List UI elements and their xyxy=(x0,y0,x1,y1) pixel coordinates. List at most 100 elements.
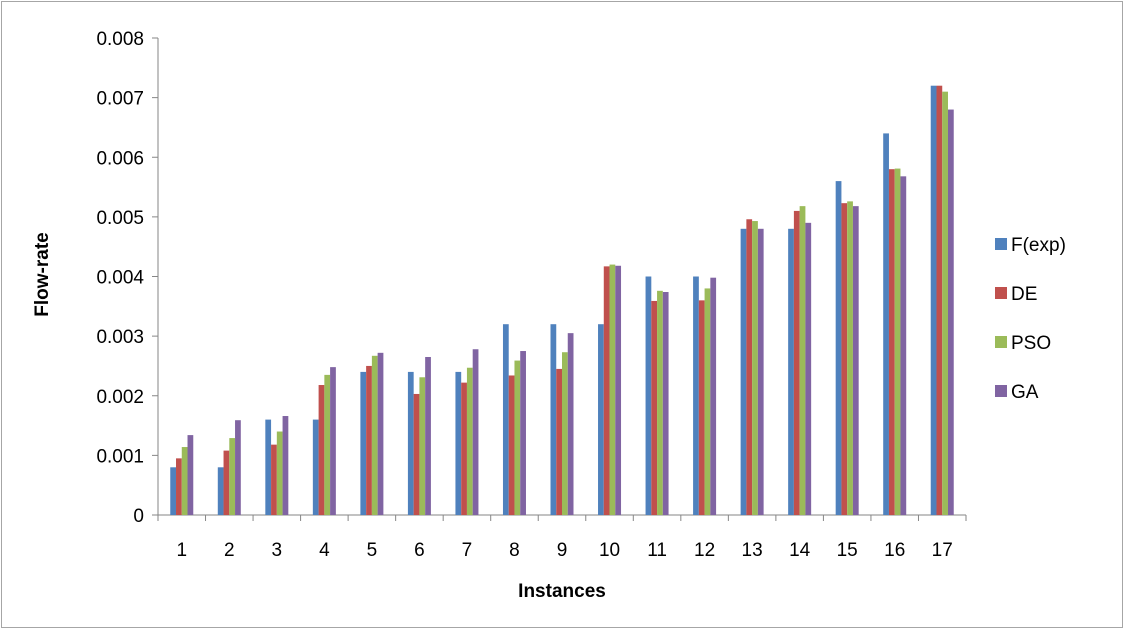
y-tick-label: 0.004 xyxy=(96,268,144,289)
bar-f-exp-16 xyxy=(883,133,889,515)
bar-ga-12 xyxy=(710,277,717,515)
bar-ga-10 xyxy=(615,265,622,515)
legend-label: GA xyxy=(1011,382,1039,403)
x-tick-label: 9 xyxy=(557,540,568,561)
bar-de-15 xyxy=(841,203,848,515)
y-tick-label: 0.002 xyxy=(96,387,144,408)
y-tick-label: 0.008 xyxy=(96,29,144,50)
x-axis: 1 2 3 4 5 6 7 8 9 10 11 12 13 14 15 16 17 xyxy=(157,514,967,561)
bar-f-exp-9 xyxy=(550,324,557,515)
bar-f-exp-1 xyxy=(170,467,177,515)
bar-pso-7 xyxy=(466,367,473,515)
bar-pso-17 xyxy=(942,91,948,515)
y-tick-label: 0.001 xyxy=(96,446,144,467)
bar-f-exp-15 xyxy=(835,181,842,515)
bar-ga-16 xyxy=(900,176,907,515)
bar-de-17 xyxy=(936,85,943,515)
bar-de-16 xyxy=(888,169,895,516)
y-tick-label: 0 xyxy=(133,506,144,527)
y-tick-label: 0.007 xyxy=(96,89,144,110)
bar-pso-11 xyxy=(657,290,663,515)
bar-de-5 xyxy=(366,365,372,515)
x-tick-label: 1 xyxy=(176,540,187,561)
bar-de-3 xyxy=(271,444,277,515)
bar-ga-1 xyxy=(187,435,194,515)
x-tick-label: 6 xyxy=(414,540,425,561)
x-tick-label: 14 xyxy=(789,540,811,561)
x-tick-label: 12 xyxy=(694,540,715,561)
y-tick-label: 0.003 xyxy=(96,327,144,348)
bar-pso-10 xyxy=(609,264,616,515)
bar-de-14 xyxy=(793,210,800,515)
bar-f-exp-10 xyxy=(598,324,604,515)
legend-label: PSO xyxy=(1011,333,1051,354)
legend-label: F(exp) xyxy=(1011,235,1066,256)
bar-de-12 xyxy=(698,300,705,515)
bar-pso-15 xyxy=(847,201,853,515)
bar-f-exp-8 xyxy=(502,324,509,515)
bar-pso-2 xyxy=(229,438,236,515)
bar-ga-6 xyxy=(425,356,431,515)
bar-ga-8 xyxy=(520,351,526,515)
bar-f-exp-7 xyxy=(455,371,462,515)
bar-f-exp-12 xyxy=(693,276,699,515)
bar-pso-12 xyxy=(704,288,711,515)
legend: F(exp) DE PSO GA xyxy=(995,235,1066,403)
bar-ga-7 xyxy=(472,349,479,515)
x-tick-label: 17 xyxy=(932,540,953,561)
bar-ga-3 xyxy=(282,416,289,515)
y-axis: 0 0.001 0.002 0.003 0.004 0.005 0.006 0.007 0.00… xyxy=(96,29,159,527)
bar-de-6 xyxy=(413,393,420,515)
x-tick-label: 8 xyxy=(509,540,520,561)
legend-swatch xyxy=(995,287,1007,299)
legend-swatch xyxy=(995,385,1007,397)
bar-pso-4 xyxy=(324,374,331,515)
bar-pso-1 xyxy=(181,447,188,515)
bar-ga-5 xyxy=(377,352,384,515)
bar-f-exp-13 xyxy=(740,228,747,516)
bar-ga-17 xyxy=(947,109,954,516)
bar-de-10 xyxy=(603,266,610,515)
x-tick-label: 2 xyxy=(224,540,235,561)
y-axis-title: Flow-rate xyxy=(32,232,53,316)
bar-f-exp-3 xyxy=(265,419,272,515)
x-tick-label: 15 xyxy=(837,540,858,561)
x-tick-label: 4 xyxy=(319,540,330,561)
bar-f-exp-6 xyxy=(407,371,414,515)
bar-ga-14 xyxy=(805,222,812,515)
bar-de-13 xyxy=(746,219,753,515)
bar-f-exp-14 xyxy=(788,228,794,516)
bar-de-11 xyxy=(651,300,658,515)
x-tick-label: 3 xyxy=(272,540,283,561)
y-tick-label: 0.005 xyxy=(96,208,144,229)
bar-pso-13 xyxy=(752,221,758,515)
legend-swatch xyxy=(995,336,1007,348)
x-tick-label: 11 xyxy=(647,540,667,561)
bar-pso-8 xyxy=(514,360,521,515)
bar-ga-15 xyxy=(852,206,859,515)
bar-de-7 xyxy=(461,382,467,515)
bar-de-9 xyxy=(556,368,562,515)
bar-ga-11 xyxy=(662,292,669,515)
bar-f-exp-2 xyxy=(217,467,224,515)
bar-pso-5 xyxy=(371,355,378,515)
bar-ga-2 xyxy=(235,420,241,515)
bar-f-exp-5 xyxy=(360,371,367,515)
bar-de-8 xyxy=(508,375,515,515)
x-tick-label: 7 xyxy=(462,540,473,561)
bars xyxy=(170,85,954,516)
x-tick-label: 13 xyxy=(742,540,763,561)
bar-de-2 xyxy=(223,450,230,515)
bar-pso-9 xyxy=(562,352,568,515)
x-tick-label: 10 xyxy=(599,540,620,561)
x-tick-label: 5 xyxy=(367,540,378,561)
bar-f-exp-4 xyxy=(312,419,319,515)
bar-pso-6 xyxy=(419,377,426,515)
bar-f-exp-17 xyxy=(930,85,937,515)
bar-de-4 xyxy=(318,385,325,515)
bar-ga-13 xyxy=(757,228,764,516)
bar-pso-3 xyxy=(276,431,283,515)
x-axis-title: Instances xyxy=(518,581,606,602)
bar-ga-9 xyxy=(567,333,574,515)
